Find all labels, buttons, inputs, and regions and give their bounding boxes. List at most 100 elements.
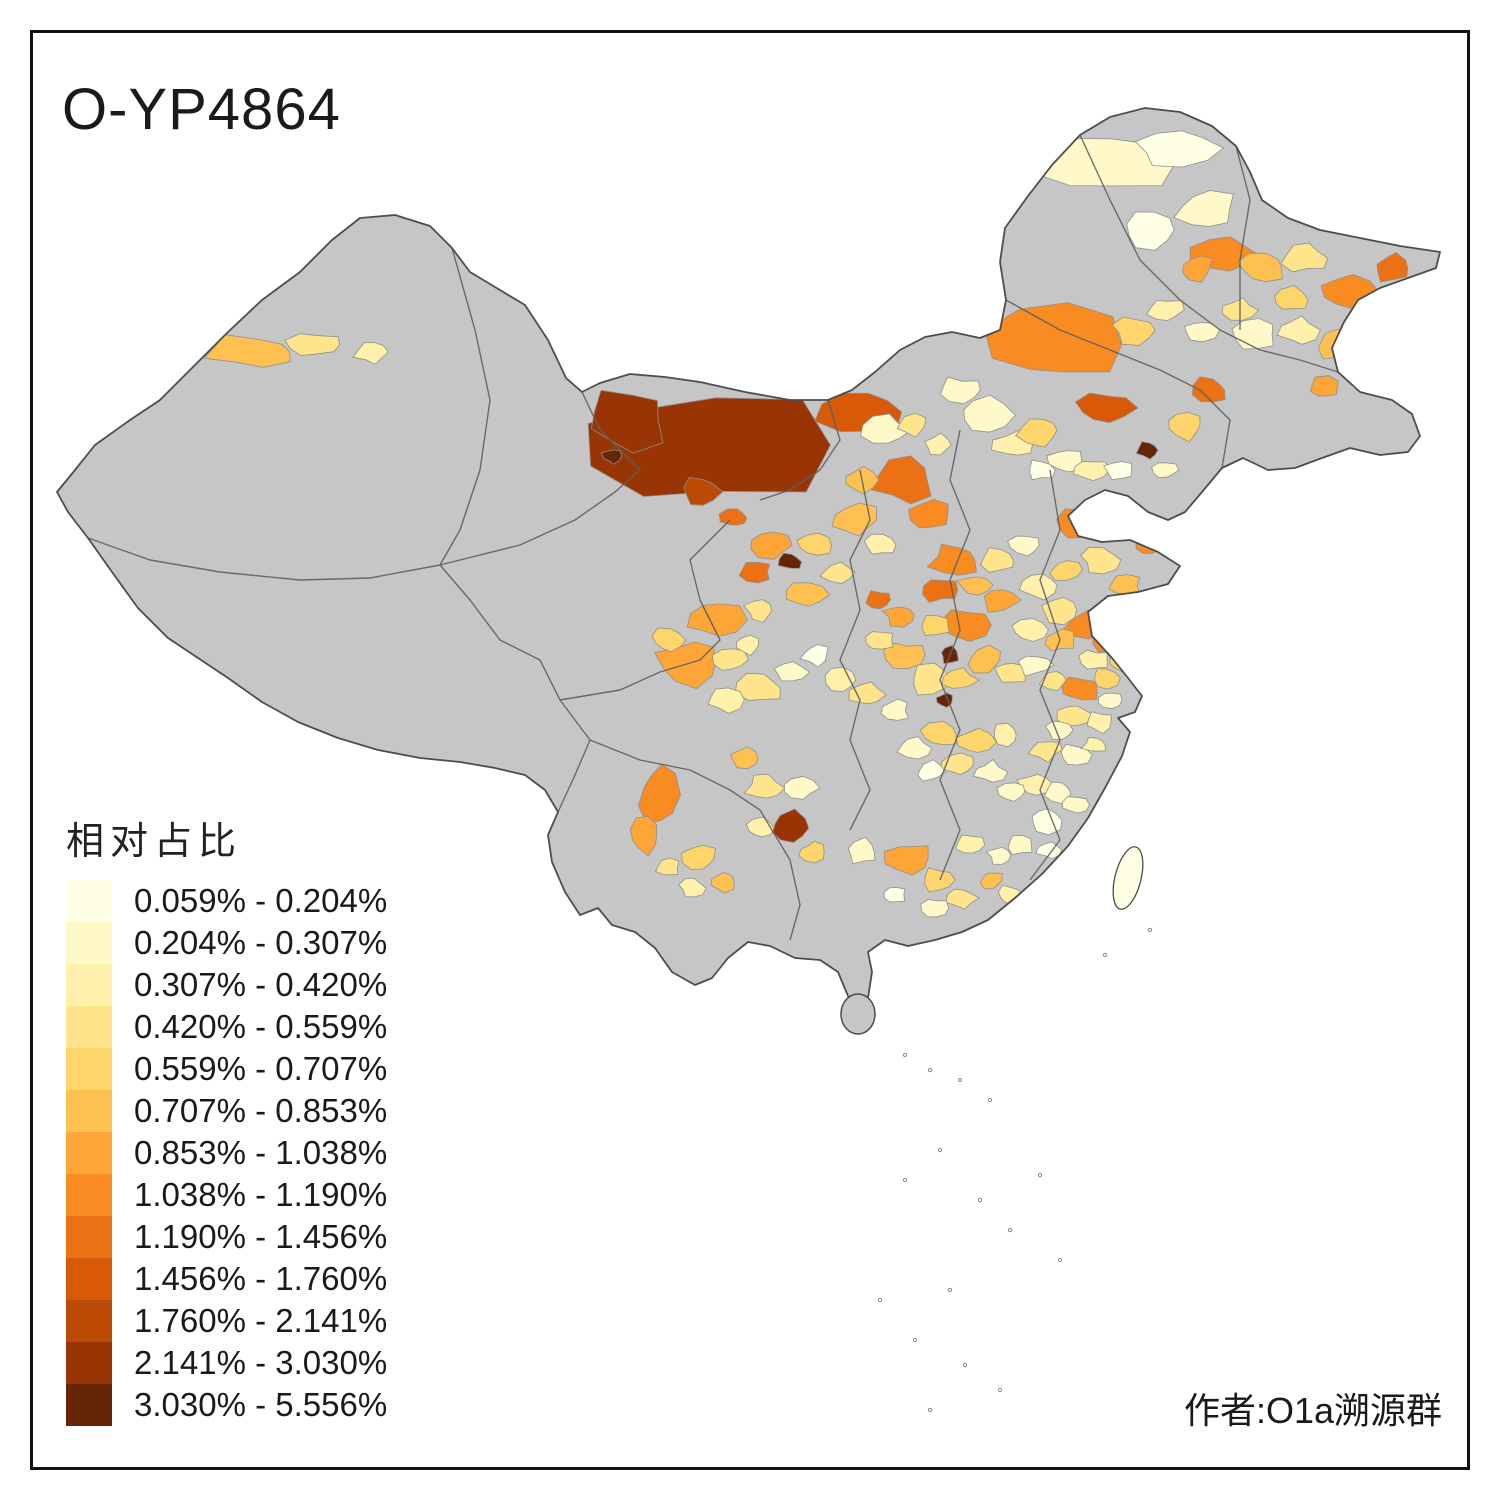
map-region (1061, 676, 1098, 701)
map-region (979, 872, 1003, 890)
map-region (735, 634, 760, 656)
map-region (967, 644, 1001, 674)
map-region (1094, 668, 1121, 690)
map-region (1011, 618, 1049, 642)
map-region (1092, 626, 1133, 654)
map-region (707, 687, 745, 714)
map-region (785, 582, 831, 607)
map-region (1018, 573, 1058, 601)
map-region (993, 722, 1017, 748)
map-region (972, 759, 1009, 783)
map-region (750, 531, 793, 560)
map-region (1183, 322, 1221, 343)
map-region (896, 736, 933, 760)
map-region (921, 615, 950, 636)
legend-row: 2.141% - 3.030% (66, 1342, 546, 1384)
map-region (1182, 255, 1213, 283)
map-region (730, 746, 759, 770)
legend-swatch (66, 1258, 112, 1300)
legend-row: 1.456% - 1.760% (66, 1258, 546, 1300)
map-region (996, 782, 1026, 802)
map-region (939, 376, 981, 405)
legend-row: 0.707% - 0.853% (66, 1090, 546, 1132)
legend-row: 0.204% - 0.307% (66, 922, 546, 964)
map-region (1080, 546, 1122, 575)
map-region (985, 846, 1012, 865)
map-region (883, 642, 926, 670)
map-region (783, 775, 821, 800)
map-region (883, 845, 929, 876)
map-region (963, 394, 1016, 433)
map-region (1072, 461, 1111, 482)
legend-label: 1.456% - 1.760% (134, 1260, 388, 1297)
legend-row: 0.307% - 0.420% (66, 964, 546, 1006)
map-region (922, 579, 959, 603)
legend-label: 1.760% - 2.141% (134, 1302, 388, 1339)
map-region (896, 412, 927, 438)
legend-row: 0.059% - 0.204% (66, 880, 546, 922)
map-region (590, 389, 664, 454)
legend-label: 1.190% - 1.456% (134, 1218, 388, 1255)
map-region (924, 432, 952, 456)
map-region (955, 727, 998, 753)
map-region (919, 721, 957, 746)
legend-label: 0.059% - 0.204% (134, 882, 388, 919)
legend-label: 0.204% - 0.307% (134, 924, 388, 961)
map-regions (203, 130, 1430, 918)
map-region (979, 547, 1014, 573)
legend-row: 0.559% - 0.707% (66, 1048, 546, 1090)
map-region (681, 844, 716, 871)
legend-swatch (66, 1216, 112, 1258)
map-region (284, 333, 341, 357)
legend-row: 1.038% - 1.190% (66, 1174, 546, 1216)
legend-swatch (66, 964, 112, 1006)
map-region (1280, 242, 1329, 273)
legend-row: 1.760% - 2.141% (66, 1300, 546, 1342)
legend-rows: 0.059% - 0.204% 0.204% - 0.307% 0.307% - 0… (66, 880, 546, 1426)
map-region (1151, 462, 1180, 479)
map-region (865, 631, 894, 650)
map-region (1080, 737, 1106, 752)
map-region (1086, 711, 1112, 735)
map-region (1027, 741, 1063, 764)
map-region (1056, 705, 1095, 727)
legend-swatch (66, 1174, 112, 1216)
legend-swatch (66, 1048, 112, 1090)
legend-row: 1.190% - 1.456% (66, 1216, 546, 1258)
map-region (913, 662, 952, 696)
map-region (955, 834, 986, 854)
map-region (917, 759, 947, 782)
legend-label: 0.707% - 0.853% (134, 1092, 388, 1129)
legend: 相对占比 0.059% - 0.204% 0.204% - 0.307% 0.307… (66, 810, 387, 1426)
map-region (1103, 461, 1133, 481)
map-region (1168, 411, 1201, 443)
map-region (1055, 508, 1114, 539)
map-region (654, 857, 680, 876)
map-region (1044, 720, 1074, 740)
map-region (352, 341, 390, 365)
legend-swatch (66, 922, 112, 964)
map-region (824, 666, 857, 692)
legend-label: 0.307% - 0.420% (134, 966, 388, 1003)
map-region (1029, 459, 1056, 481)
map-region (686, 603, 748, 637)
map-title: O-YP4864 (62, 77, 341, 142)
legend-swatch (66, 1384, 112, 1426)
map-region (1062, 796, 1091, 814)
legend-label: 0.559% - 0.707% (134, 1050, 388, 1087)
map-region (1117, 613, 1148, 637)
map-region (1134, 130, 1225, 168)
legend-label: 1.038% - 1.190% (134, 1176, 388, 1213)
map-region (710, 871, 735, 894)
map-region (865, 590, 891, 610)
map-region (955, 576, 994, 596)
map-region (742, 599, 773, 623)
map-region (1173, 190, 1234, 227)
map-region (1274, 285, 1309, 310)
legend-label: 0.420% - 0.559% (134, 1008, 388, 1045)
map-region (777, 552, 803, 569)
legend-swatch (66, 1006, 112, 1048)
map-region (1237, 252, 1283, 283)
map-region (1015, 418, 1058, 448)
